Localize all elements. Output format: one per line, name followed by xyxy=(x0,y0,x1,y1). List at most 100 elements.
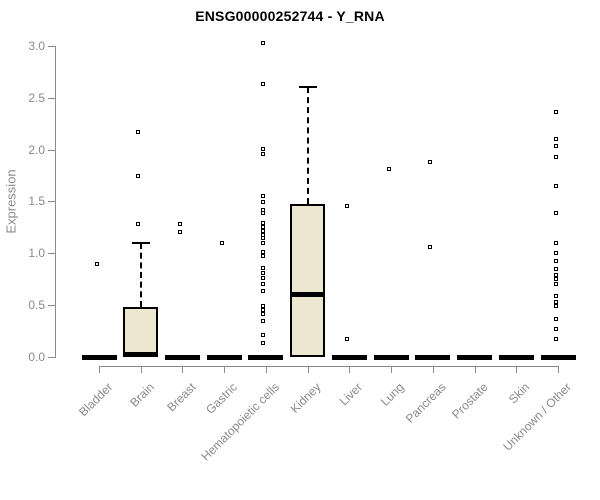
outlier-point xyxy=(386,166,391,171)
outlier-point xyxy=(553,184,558,189)
outlier-point xyxy=(261,270,266,275)
outlier-point xyxy=(428,159,433,164)
x-tick xyxy=(474,366,476,373)
outlier-point xyxy=(261,152,266,157)
median-line xyxy=(498,354,534,360)
outlier-point xyxy=(553,144,558,149)
x-tick-label: Prostate xyxy=(448,380,491,422)
y-axis-line xyxy=(55,45,56,358)
outlier-point xyxy=(261,303,266,308)
outlier-point xyxy=(261,289,266,294)
outlier-point xyxy=(344,204,349,209)
x-tick-label: Lung xyxy=(378,380,408,409)
outlier-point xyxy=(261,229,266,234)
x-tick-label: Gastric xyxy=(203,380,241,417)
median-line xyxy=(373,354,409,360)
outlier-point xyxy=(344,336,349,341)
outlier-point xyxy=(553,241,558,246)
outlier-point xyxy=(261,81,266,86)
y-tick xyxy=(48,305,55,307)
x-tick-label: Liver xyxy=(336,380,366,409)
x-tick-label: Hematopoietic cells xyxy=(198,380,282,464)
outlier-point xyxy=(553,267,558,272)
outlier-point xyxy=(553,109,558,114)
chart-title: ENSG00000252744 - Y_RNA xyxy=(195,8,385,24)
y-tick-label: 0.0 xyxy=(28,350,45,364)
outlier-point xyxy=(553,272,558,277)
box-brain xyxy=(123,307,159,357)
outlier-point xyxy=(553,281,558,286)
whisker-line xyxy=(306,87,309,204)
median-line xyxy=(81,354,117,360)
median-line xyxy=(290,292,326,298)
outlier-point xyxy=(261,147,266,152)
outlier-point xyxy=(261,249,266,254)
x-tick xyxy=(558,366,560,373)
y-tick-label: 2.0 xyxy=(28,142,45,157)
y-tick xyxy=(48,149,55,151)
outlier-point xyxy=(553,276,558,281)
outlier-point xyxy=(136,174,141,179)
outlier-point xyxy=(136,129,141,134)
outlier-point xyxy=(553,299,558,304)
outlier-point xyxy=(553,294,558,299)
outlier-point xyxy=(177,221,182,226)
x-tick xyxy=(182,366,184,373)
outlier-point xyxy=(553,211,558,216)
x-tick xyxy=(307,366,309,373)
x-tick-label: Breast xyxy=(163,380,199,415)
outlier-point xyxy=(261,41,266,46)
y-tick xyxy=(48,97,55,99)
x-tick xyxy=(349,366,351,373)
whisker-cap xyxy=(298,86,317,89)
outlier-point xyxy=(261,193,266,198)
outlier-point xyxy=(261,236,266,241)
outlier-point xyxy=(261,319,266,324)
x-tick xyxy=(99,366,100,373)
outlier-point xyxy=(261,275,266,280)
x-tick xyxy=(265,366,267,373)
outlier-point xyxy=(261,307,266,312)
y-tick xyxy=(48,45,55,47)
x-tick-label: Pancreas xyxy=(402,380,449,426)
whisker-cap xyxy=(131,241,150,244)
outlier-point xyxy=(553,155,558,160)
y-tick-label: 3.0 xyxy=(28,38,45,53)
outlier-point xyxy=(553,250,558,255)
median-line xyxy=(540,354,576,360)
median-line xyxy=(164,354,200,360)
outlier-point xyxy=(261,224,266,229)
median-line xyxy=(206,354,242,360)
y-tick-label: 1.5 xyxy=(28,194,45,209)
x-tick-label: Brain xyxy=(126,380,157,410)
outlier-point xyxy=(261,311,266,316)
x-tick xyxy=(432,366,434,373)
y-tick-label: 2.5 xyxy=(28,90,45,105)
x-axis-line xyxy=(99,366,560,367)
outlier-point xyxy=(261,253,266,258)
outlier-point xyxy=(261,266,266,271)
whisker-line xyxy=(139,242,142,308)
outlier-point xyxy=(553,336,558,341)
outlier-point xyxy=(261,332,266,337)
x-tick-label: Bladder xyxy=(75,380,115,420)
x-tick xyxy=(391,366,393,373)
outlier-point xyxy=(553,326,558,331)
outlier-point xyxy=(261,281,266,286)
y-tick xyxy=(48,201,55,203)
box-kidney xyxy=(290,203,326,357)
outlier-point xyxy=(553,259,558,264)
y-tick xyxy=(48,357,55,358)
outlier-point xyxy=(428,244,433,249)
outlier-point xyxy=(261,341,266,346)
median-line xyxy=(415,354,451,360)
outlier-point xyxy=(261,241,266,246)
outlier-point xyxy=(94,262,99,267)
outlier-point xyxy=(261,200,266,205)
x-tick-label: Kidney xyxy=(287,380,324,416)
y-tick-label: 0.5 xyxy=(28,298,45,313)
outlier-point xyxy=(553,303,558,308)
x-tick xyxy=(140,366,142,373)
outlier-point xyxy=(261,211,266,216)
median-line xyxy=(123,352,159,358)
